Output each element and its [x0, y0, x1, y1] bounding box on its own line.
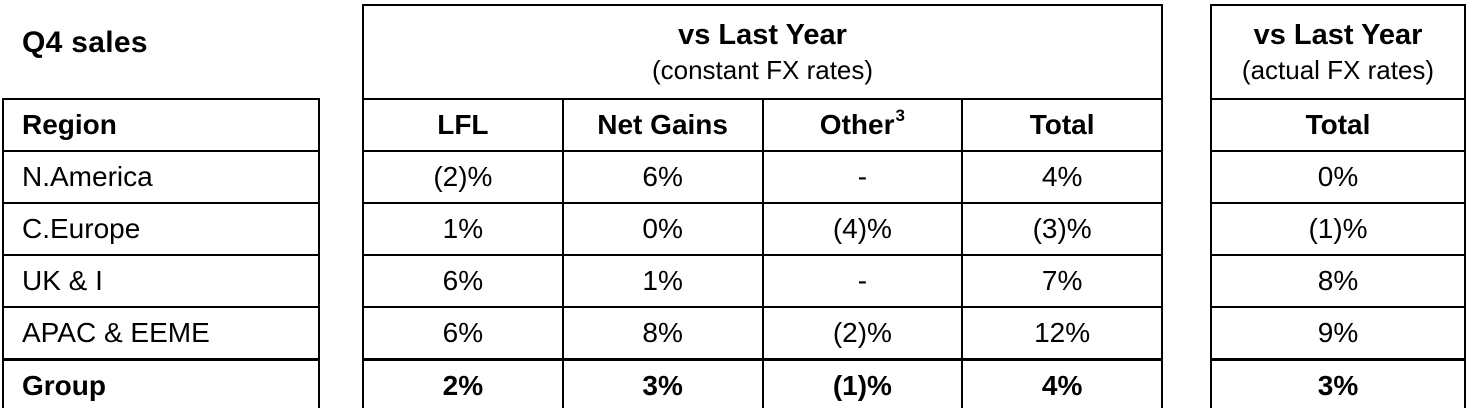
column-header-net-gains: Net Gains: [561, 100, 762, 150]
table-row: 9%: [1212, 306, 1464, 358]
total-cell: 12%: [961, 308, 1161, 358]
actual-total-cell: (1)%: [1308, 213, 1368, 244]
constant-fx-header-band: vs Last Year (constant FX rates): [364, 6, 1161, 98]
table-header-row: Total: [1212, 98, 1464, 150]
net-gains-cell: 6%: [561, 152, 762, 202]
table-row: APAC & EEME: [4, 306, 318, 358]
other-cell-group: (1)%: [761, 361, 962, 408]
column-header-other: Other 3: [761, 100, 962, 150]
constant-fx-subtitle: (constant FX rates): [651, 55, 874, 85]
table-row: 6% 1% - 7%: [364, 254, 1161, 306]
column-header-lfl: LFL: [437, 109, 489, 140]
group-row: 3%: [1212, 358, 1464, 408]
other-cell: -: [761, 256, 962, 306]
actual-total-cell: 8%: [1317, 265, 1359, 296]
region-cell-uki: UK & I: [22, 265, 103, 296]
lfl-cell: (2)%: [433, 161, 493, 192]
total-cell-group: 4%: [961, 361, 1161, 408]
actual-fx-header-band: vs Last Year (actual FX rates): [1212, 6, 1464, 98]
constant-fx-title: vs Last Year: [678, 19, 847, 51]
net-gains-cell: 1%: [561, 256, 762, 306]
lfl-cell: 1%: [442, 213, 484, 244]
region-cell-ceurope: C.Europe: [22, 213, 141, 244]
table-row: N.America: [4, 150, 318, 202]
table-row: 8%: [1212, 254, 1464, 306]
region-cell-apac-eeme: APAC & EEME: [22, 317, 210, 348]
net-gains-cell: 8%: [561, 308, 762, 358]
lfl-cell: 6%: [442, 265, 484, 296]
actual-fx-title: vs Last Year: [1253, 19, 1423, 51]
region-table: Region N.America C.Europe UK & I APAC & …: [2, 98, 320, 408]
actual-total-cell-group: 3%: [1317, 369, 1359, 401]
region-cell-group: Group: [22, 369, 106, 401]
group-row: Group: [4, 358, 318, 408]
column-header-actual-total: Total: [1305, 109, 1371, 140]
table-row: (2)% 6% - 4%: [364, 150, 1161, 202]
lfl-cell-group: 2%: [442, 369, 484, 401]
other-label: Other: [819, 109, 895, 140]
page-title: Q4 sales: [22, 26, 148, 59]
total-cell: 4%: [961, 152, 1161, 202]
table-row: C.Europe: [4, 202, 318, 254]
lfl-cell: 6%: [442, 317, 484, 348]
actual-fx-subtitle: (actual FX rates): [1241, 55, 1435, 85]
group-row: 2% 3% (1)% 4%: [364, 358, 1161, 408]
table-row: 0%: [1212, 150, 1464, 202]
actual-fx-table: vs Last Year (actual FX rates) Total 0% …: [1210, 4, 1466, 408]
other-cell: (4)%: [761, 204, 962, 254]
column-header-total: Total: [961, 100, 1161, 150]
table-header-row: LFL Net Gains Other 3 Total: [364, 98, 1161, 150]
table-row: 1% 0% (4)% (3)%: [364, 202, 1161, 254]
other-cell: (2)%: [761, 308, 962, 358]
region-cell-namerica: N.America: [22, 161, 153, 192]
other-cell: -: [761, 152, 962, 202]
net-gains-cell-group: 3%: [561, 361, 762, 408]
region-header-cell: Region: [22, 109, 117, 140]
net-gains-cell: 0%: [561, 204, 762, 254]
total-cell: (3)%: [961, 204, 1161, 254]
table-row: UK & I: [4, 254, 318, 306]
actual-total-cell: 0%: [1317, 161, 1359, 192]
constant-fx-table: vs Last Year (constant FX rates) LFL Net…: [362, 4, 1163, 408]
actual-total-cell: 9%: [1317, 317, 1359, 348]
total-cell: 7%: [961, 256, 1161, 306]
table-row: (1)%: [1212, 202, 1464, 254]
table-row: 6% 8% (2)% 12%: [364, 306, 1161, 358]
table-header-row: Region: [4, 100, 318, 150]
